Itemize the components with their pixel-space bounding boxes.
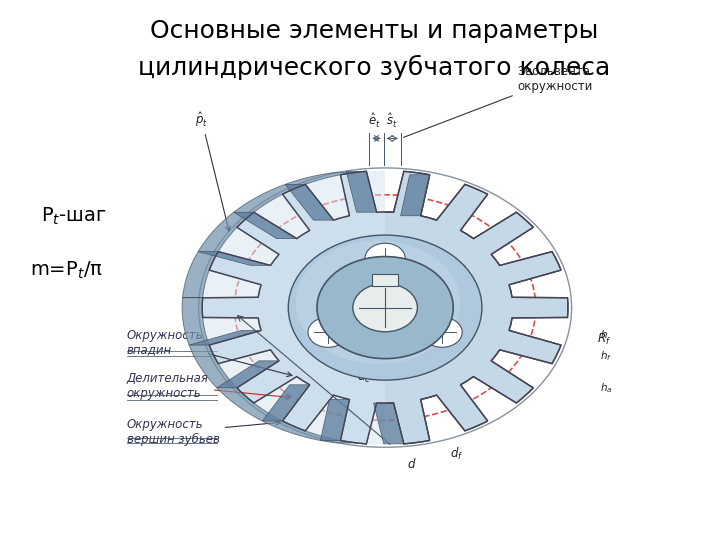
Text: Делительная
окружность: Делительная окружность	[127, 372, 291, 400]
Text: $h$: $h$	[600, 328, 608, 340]
Polygon shape	[374, 403, 404, 444]
Circle shape	[288, 235, 482, 380]
Text: $R_f$: $R_f$	[597, 332, 611, 347]
Circle shape	[422, 317, 462, 347]
Circle shape	[365, 243, 405, 273]
Text: $h_a$: $h_a$	[600, 381, 613, 395]
Polygon shape	[198, 252, 271, 265]
Polygon shape	[262, 385, 310, 421]
Text: Эвольвента
окружности: Эвольвента окружности	[403, 65, 593, 137]
Polygon shape	[202, 171, 385, 444]
Polygon shape	[217, 361, 279, 388]
Circle shape	[296, 241, 460, 364]
Polygon shape	[189, 330, 261, 345]
Text: $\hat{e}_t$: $\hat{e}_t$	[368, 112, 381, 130]
Text: $d$: $d$	[407, 457, 416, 471]
Text: $d_f$: $d_f$	[450, 446, 463, 462]
Polygon shape	[182, 172, 356, 443]
Circle shape	[317, 256, 453, 359]
Text: m=P$_t$/π: m=P$_t$/π	[30, 259, 103, 281]
Polygon shape	[320, 400, 349, 441]
Text: $d_c$: $d_c$	[356, 369, 371, 386]
Text: $\hat{p}_t$: $\hat{p}_t$	[195, 110, 230, 231]
Text: Окружность
вершин зубьев: Окружность вершин зубьев	[127, 418, 281, 446]
Polygon shape	[400, 175, 430, 216]
Text: цилиндрического зубчатого колеса: цилиндрического зубчатого колеса	[138, 55, 611, 79]
Circle shape	[308, 317, 348, 347]
Text: $D_0$: $D_0$	[438, 253, 454, 268]
Bar	[372, 274, 398, 286]
Text: $\hat{s}_t$: $\hat{s}_t$	[387, 112, 398, 130]
Text: Окружность
впадин: Окружность впадин	[127, 328, 292, 376]
Circle shape	[353, 284, 418, 332]
Text: P$_t$-шаг: P$_t$-шаг	[41, 206, 107, 227]
Text: $h_f$: $h_f$	[600, 349, 612, 363]
Text: Основные элементы и параметры: Основные элементы и параметры	[150, 19, 598, 43]
Polygon shape	[346, 171, 377, 212]
Polygon shape	[285, 184, 333, 220]
Polygon shape	[202, 171, 568, 444]
Polygon shape	[234, 212, 297, 239]
